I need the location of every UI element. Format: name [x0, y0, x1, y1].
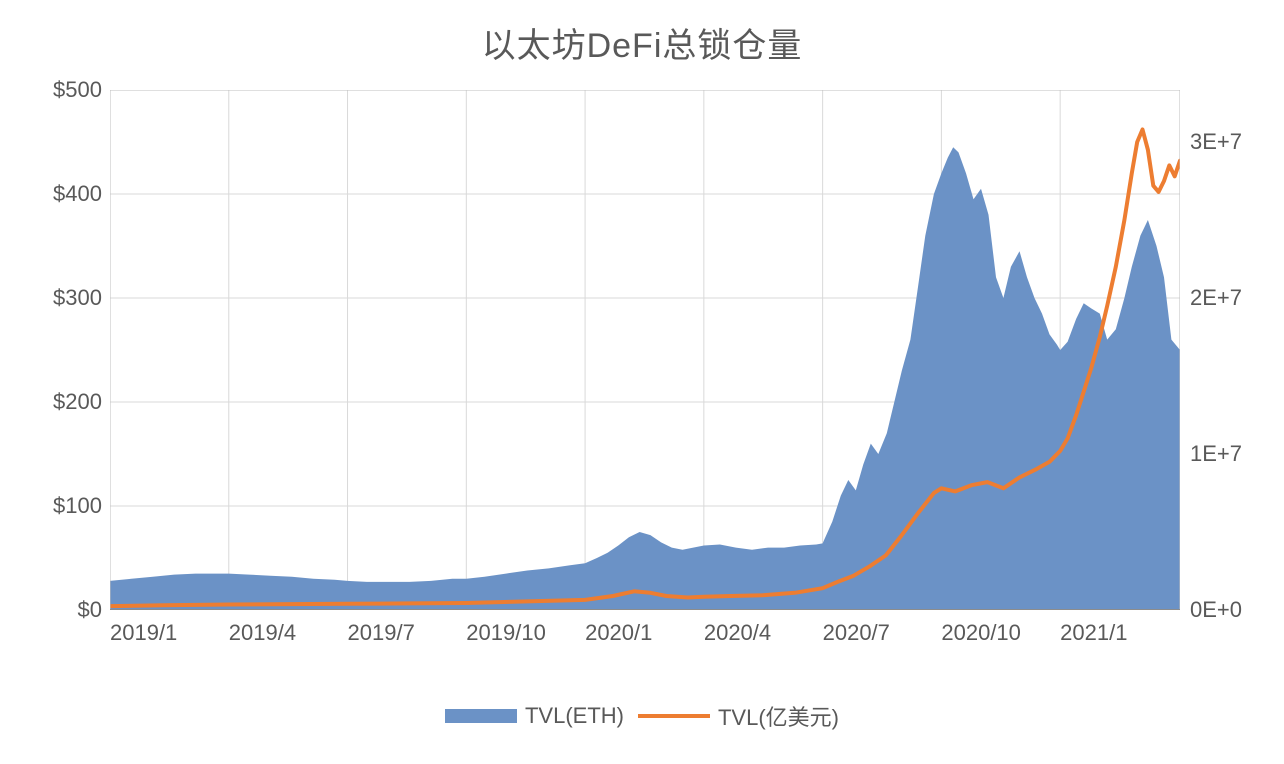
y-left-tick-label: $200: [53, 389, 102, 415]
x-tick-label: 2020/10: [941, 620, 1021, 646]
x-tick-label: 2020/4: [704, 620, 771, 646]
plot-area: [110, 90, 1180, 610]
x-tick-label: 2020/7: [823, 620, 890, 646]
y-right-tick-label: 1E+7: [1190, 441, 1242, 467]
x-tick-label: 2019/10: [466, 620, 546, 646]
x-tick-label: 2019/4: [229, 620, 296, 646]
legend-label-area: TVL(ETH): [525, 703, 624, 729]
y-left-tick-label: $0: [78, 597, 102, 623]
x-tick-label: 2021/1: [1060, 620, 1127, 646]
x-tick-label: 2019/1: [110, 620, 177, 646]
chart-title: 以太坊DeFi总锁仓量: [0, 18, 1284, 67]
area-series: [110, 147, 1180, 610]
legend-item-area: TVL(ETH): [445, 703, 624, 729]
y-right-tick-label: 2E+7: [1190, 285, 1242, 311]
y-right-tick-label: 3E+7: [1190, 129, 1242, 155]
x-tick-label: 2019/7: [348, 620, 415, 646]
legend-swatch-line: [638, 714, 710, 718]
x-tick-label: 2020/1: [585, 620, 652, 646]
y-left-tick-label: $100: [53, 493, 102, 519]
legend-item-line: TVL(亿美元): [638, 700, 839, 732]
legend-swatch-area: [445, 709, 517, 723]
chart-container: 以太坊DeFi总锁仓量 $0 $100 $200 $300 $400 $500 0E+0 1…: [0, 0, 1284, 764]
legend-label-line: TVL(亿美元): [718, 700, 839, 732]
y-left-tick-label: $300: [53, 285, 102, 311]
y-left-tick-label: $500: [53, 77, 102, 103]
y-left-tick-label: $400: [53, 181, 102, 207]
y-right-tick-label: 0E+0: [1190, 597, 1242, 623]
legend: TVL(ETH) TVL(亿美元): [0, 700, 1284, 732]
